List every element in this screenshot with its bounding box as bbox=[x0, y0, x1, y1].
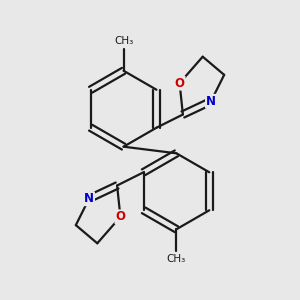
Text: O: O bbox=[175, 76, 184, 90]
Text: CH₃: CH₃ bbox=[167, 254, 186, 264]
Text: CH₃: CH₃ bbox=[114, 36, 133, 46]
Text: N: N bbox=[206, 95, 216, 108]
Text: O: O bbox=[116, 210, 125, 224]
Text: N: N bbox=[84, 192, 94, 205]
